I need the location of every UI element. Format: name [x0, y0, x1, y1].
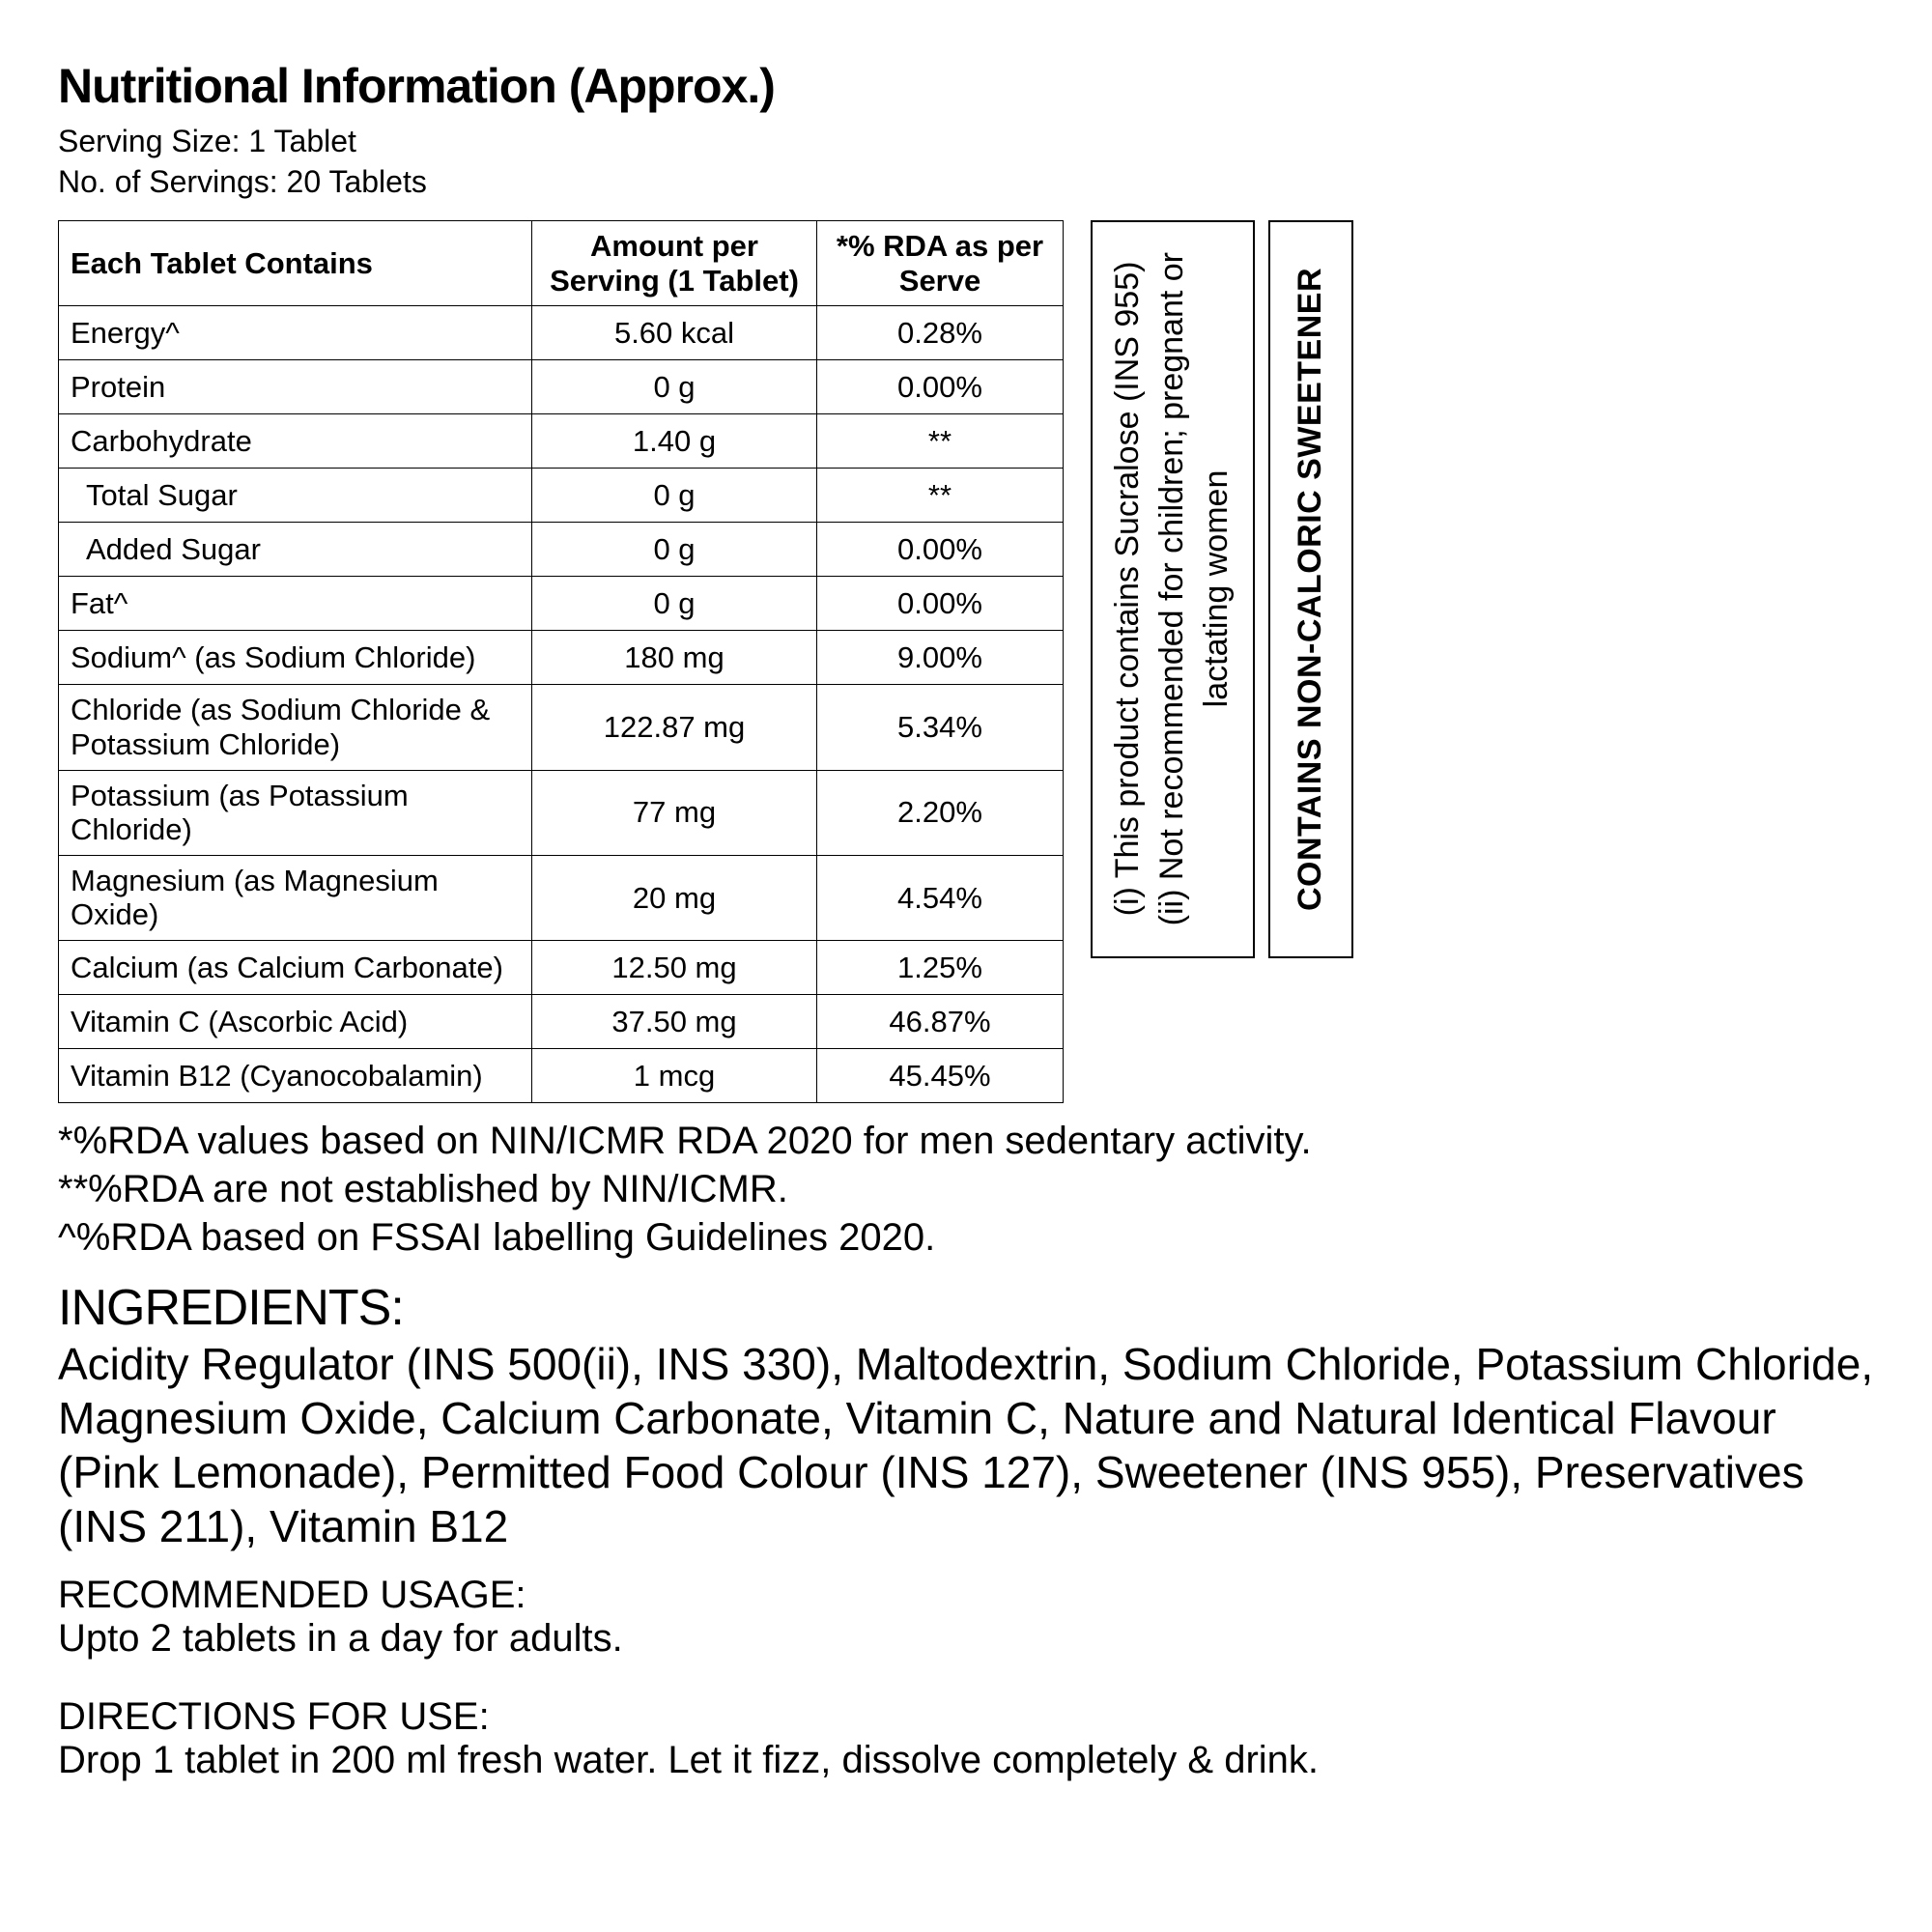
nutrient-rda: 0.00%: [817, 360, 1064, 414]
recommended-body: Upto 2 tablets in a day for adults.: [58, 1617, 1874, 1661]
nutrient-amount: 0 g: [532, 469, 817, 523]
table-row: Sodium^ (as Sodium Chloride)180 mg9.00%: [59, 631, 1064, 685]
nutrient-rda: 0.00%: [817, 523, 1064, 577]
footnote-1: *%RDA values based on NIN/ICMR RDA 2020 …: [58, 1117, 1874, 1165]
nutrient-rda: **: [817, 414, 1064, 469]
nutrient-amount: 1.40 g: [532, 414, 817, 469]
nutrient-rda: 9.00%: [817, 631, 1064, 685]
nutrient-name: Energy^: [59, 306, 532, 360]
table-row: Calcium (as Calcium Carbonate)12.50 mg1.…: [59, 941, 1064, 995]
directions-heading: DIRECTIONS FOR USE:: [58, 1695, 1874, 1739]
serving-size: Serving Size: 1 Tablet: [58, 122, 1874, 160]
side-panels: (i) This product contains Sucralose (INS…: [1091, 220, 1353, 1103]
nutrient-name: Protein: [59, 360, 532, 414]
sweetener-text: CONTAINS NON-CALORIC SWEETENER: [1289, 268, 1333, 911]
nutrient-rda: 1.25%: [817, 941, 1064, 995]
table-row: Energy^5.60 kcal0.28%: [59, 306, 1064, 360]
ingredients-heading: INGREDIENTS:: [58, 1279, 1874, 1337]
nutrient-amount: 1 mcg: [532, 1049, 817, 1103]
nutrient-amount: 180 mg: [532, 631, 817, 685]
nutrition-table: Each Tablet Contains Amount per Serving …: [58, 220, 1064, 1103]
nutrient-amount: 0 g: [532, 523, 817, 577]
nutrient-name: Magnesium (as Magnesium Oxide): [59, 855, 532, 940]
no-of-servings: No. of Servings: 20 Tablets: [58, 162, 1874, 201]
nutrient-name: Calcium (as Calcium Carbonate): [59, 941, 532, 995]
sweetener-box: CONTAINS NON-CALORIC SWEETENER: [1268, 220, 1353, 958]
table-row: Carbohydrate1.40 g**: [59, 414, 1064, 469]
nutrient-rda: 46.87%: [817, 995, 1064, 1049]
nutrient-name: Fat^: [59, 577, 532, 631]
serving-size-label: Serving Size:: [58, 124, 241, 158]
table-row: Added Sugar0 g0.00%: [59, 523, 1064, 577]
footnote-3: ^%RDA based on FSSAI labelling Guideline…: [58, 1213, 1874, 1262]
table-row: Fat^0 g0.00%: [59, 577, 1064, 631]
footnote-2: **%RDA are not established by NIN/ICMR.: [58, 1165, 1874, 1213]
nutrient-rda: 2.20%: [817, 770, 1064, 855]
directions-body: Drop 1 tablet in 200 ml fresh water. Let…: [58, 1739, 1874, 1782]
table-row: Vitamin B12 (Cyanocobalamin)1 mcg45.45%: [59, 1049, 1064, 1103]
nutrient-name: Chloride (as Sodium Chloride & Potassium…: [59, 685, 532, 770]
table-row: Potassium (as Potassium Chloride)77 mg2.…: [59, 770, 1064, 855]
col-header-rda: *% RDA as per Serve: [817, 221, 1064, 306]
nutrient-name: Vitamin B12 (Cyanocobalamin): [59, 1049, 532, 1103]
table-row: Chloride (as Sodium Chloride & Potassium…: [59, 685, 1064, 770]
warning-box: (i) This product contains Sucralose (INS…: [1091, 220, 1255, 958]
nutrient-rda: 0.00%: [817, 577, 1064, 631]
nutrient-amount: 5.60 kcal: [532, 306, 817, 360]
serving-size-value: 1 Tablet: [248, 124, 356, 158]
nutrient-name: Sodium^ (as Sodium Chloride): [59, 631, 532, 685]
col-header-name: Each Tablet Contains: [59, 221, 532, 306]
ingredients-body: Acidity Regulator (INS 500(ii), INS 330)…: [58, 1337, 1874, 1553]
nutrient-amount: 20 mg: [532, 855, 817, 940]
recommended-heading: RECOMMENDED USAGE:: [58, 1574, 1874, 1617]
nutrient-amount: 12.50 mg: [532, 941, 817, 995]
warning-line-3: lactating women: [1198, 470, 1235, 708]
col-header-amount: Amount per Serving (1 Tablet): [532, 221, 817, 306]
table-row: Total Sugar0 g**: [59, 469, 1064, 523]
table-row: Vitamin C (Ascorbic Acid)37.50 mg46.87%: [59, 995, 1064, 1049]
nutrient-name: Carbohydrate: [59, 414, 532, 469]
nutrient-amount: 37.50 mg: [532, 995, 817, 1049]
no-of-servings-label: No. of Servings:: [58, 164, 278, 199]
nutrient-amount: 0 g: [532, 577, 817, 631]
nutrient-name: Total Sugar: [59, 469, 532, 523]
nutrient-amount: 0 g: [532, 360, 817, 414]
nutrient-name: Potassium (as Potassium Chloride): [59, 770, 532, 855]
label-title: Nutritional Information (Approx.): [58, 58, 1874, 114]
nutrient-rda: 0.28%: [817, 306, 1064, 360]
nutrient-rda: 5.34%: [817, 685, 1064, 770]
nutrient-rda: 45.45%: [817, 1049, 1064, 1103]
nutrient-amount: 77 mg: [532, 770, 817, 855]
table-row: Magnesium (as Magnesium Oxide)20 mg4.54%: [59, 855, 1064, 940]
table-row: Protein0 g0.00%: [59, 360, 1064, 414]
no-of-servings-value: 20 Tablets: [287, 164, 427, 199]
nutrition-label: Nutritional Information (Approx.) Servin…: [58, 58, 1874, 1782]
nutrient-rda: **: [817, 469, 1064, 523]
warning-line-1: (i) This product contains Sucralose (INS…: [1109, 262, 1146, 917]
nutrient-amount: 122.87 mg: [532, 685, 817, 770]
nutrient-rda: 4.54%: [817, 855, 1064, 940]
warning-text: (i) This product contains Sucralose (INS…: [1106, 252, 1239, 925]
table-header-row: Each Tablet Contains Amount per Serving …: [59, 221, 1064, 306]
warning-line-2: (ii) Not recommended for children; pregn…: [1153, 252, 1190, 925]
footnotes: *%RDA values based on NIN/ICMR RDA 2020 …: [58, 1117, 1874, 1262]
nutrient-name: Vitamin C (Ascorbic Acid): [59, 995, 532, 1049]
nutrient-name: Added Sugar: [59, 523, 532, 577]
